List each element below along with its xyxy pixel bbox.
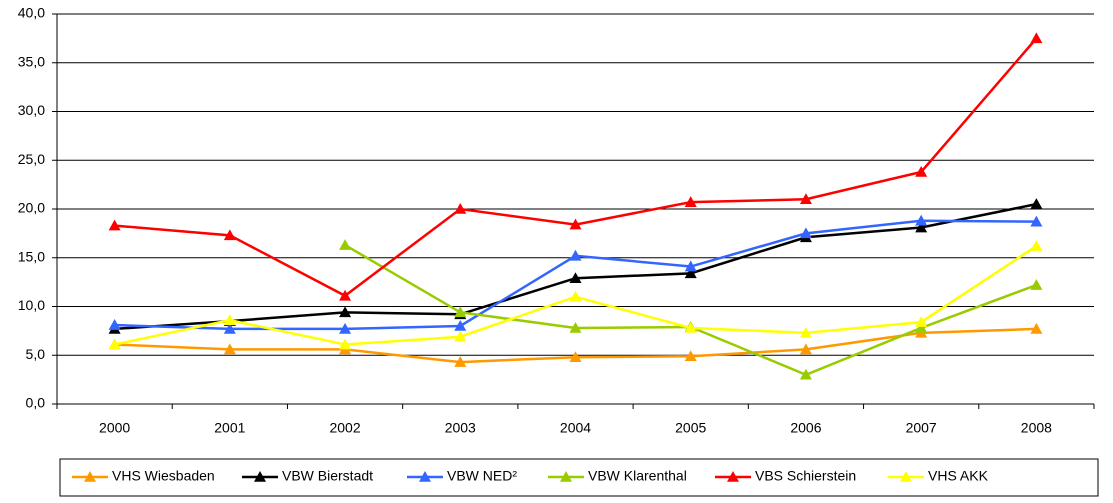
- point-marker: [1030, 240, 1043, 251]
- point-marker: [1030, 279, 1043, 290]
- legend-label: VHS AKK: [928, 468, 989, 484]
- y-tick-label: 5,0: [26, 346, 46, 362]
- point-marker: [569, 218, 582, 230]
- y-tick-label: 20,0: [18, 200, 45, 216]
- legend-marker: [560, 471, 572, 482]
- point-marker: [799, 343, 812, 355]
- point-marker: [223, 314, 236, 325]
- y-tick-label: 30,0: [18, 102, 45, 118]
- point-marker: [454, 330, 467, 342]
- point-marker: [915, 321, 928, 333]
- point-marker: [915, 214, 928, 226]
- point-marker: [569, 290, 582, 302]
- x-tick-label: 2001: [214, 420, 245, 436]
- legend-marker: [419, 471, 431, 482]
- point-marker: [799, 227, 812, 239]
- point-marker: [684, 260, 697, 272]
- x-tick-label: 2004: [560, 420, 591, 436]
- y-tick-label: 40,0: [18, 5, 45, 21]
- legend-marker: [84, 471, 96, 482]
- point-marker: [915, 316, 928, 327]
- point-marker: [223, 229, 236, 241]
- point-marker: [339, 306, 352, 318]
- point-marker: [1030, 215, 1043, 227]
- point-marker: [799, 368, 812, 380]
- point-marker: [108, 219, 121, 231]
- legend-label: VBW NED²: [447, 468, 517, 484]
- point-marker: [569, 272, 582, 284]
- legend-label: VBS Schierstein: [755, 468, 856, 484]
- point-marker: [339, 289, 352, 301]
- point-marker: [569, 321, 582, 333]
- point-marker: [684, 196, 697, 207]
- x-tick-label: 2000: [99, 420, 130, 436]
- point-marker: [1030, 322, 1043, 334]
- legend-label: VBW Bierstadt: [282, 468, 373, 484]
- point-marker: [108, 338, 121, 350]
- point-marker: [684, 350, 697, 362]
- legend-marker: [254, 471, 266, 482]
- x-tick-label: 2007: [906, 420, 937, 436]
- legend-label: VHS Wiesbaden: [112, 468, 215, 484]
- point-marker: [223, 322, 236, 334]
- point-marker: [1030, 32, 1043, 44]
- legend-marker: [900, 471, 912, 482]
- point-marker: [454, 356, 467, 367]
- legend-label: VBW Klarenthal: [588, 468, 687, 484]
- point-marker: [339, 322, 352, 334]
- point-marker: [454, 306, 467, 318]
- x-tick-label: 2008: [1021, 420, 1052, 436]
- point-marker: [454, 320, 467, 331]
- y-tick-label: 35,0: [18, 53, 45, 69]
- point-marker: [799, 193, 812, 205]
- x-tick-label: 2003: [445, 420, 476, 436]
- point-marker: [339, 239, 352, 250]
- point-marker: [108, 319, 121, 330]
- x-tick-label: 2002: [329, 420, 360, 436]
- point-marker: [223, 343, 236, 355]
- point-marker: [454, 203, 467, 214]
- x-tick-label: 2005: [675, 420, 706, 436]
- y-tick-label: 25,0: [18, 151, 45, 167]
- point-marker: [684, 321, 697, 333]
- y-tick-label: 0,0: [26, 395, 46, 411]
- point-marker: [799, 326, 812, 338]
- point-marker: [915, 221, 928, 233]
- point-marker: [684, 267, 697, 279]
- point-marker: [569, 249, 582, 261]
- x-tick-label: 2006: [790, 420, 821, 436]
- y-tick-label: 15,0: [18, 248, 45, 264]
- y-tick-label: 10,0: [18, 297, 45, 313]
- point-marker: [569, 351, 582, 362]
- point-marker: [339, 338, 352, 350]
- point-marker: [915, 165, 928, 177]
- point-marker: [1030, 198, 1043, 209]
- legend-marker: [727, 471, 739, 482]
